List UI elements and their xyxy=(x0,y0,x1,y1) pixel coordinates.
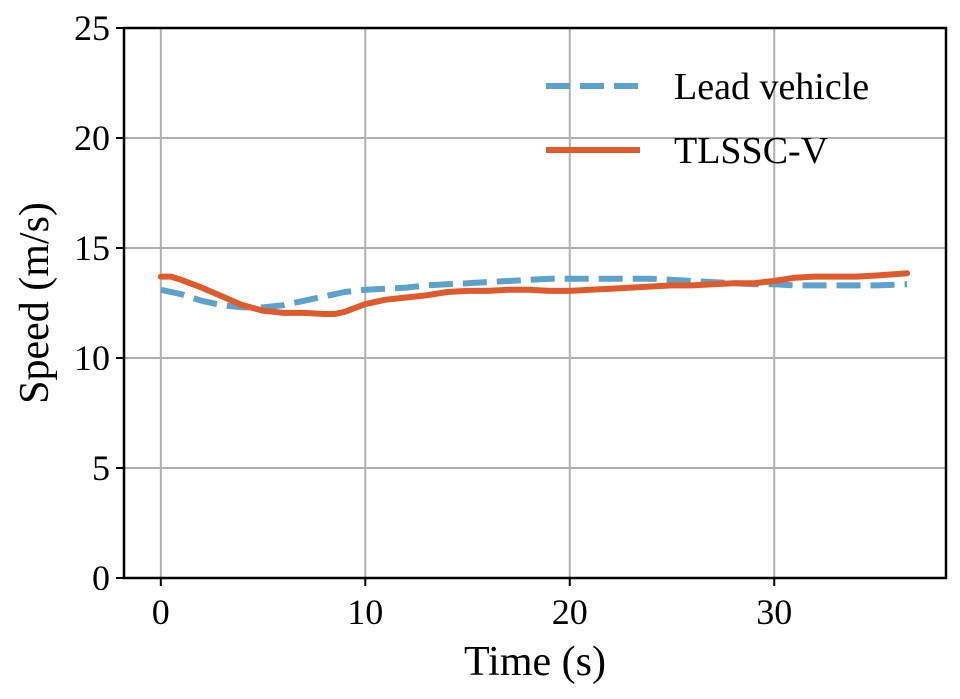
series-line-lead-vehicle xyxy=(160,275,908,311)
y-tick-label: 15 xyxy=(74,228,110,268)
x-axis-label: Time (s) xyxy=(464,639,606,685)
x-tick-label: 10 xyxy=(347,592,383,632)
x-tick-label: 30 xyxy=(756,592,792,632)
series-lines xyxy=(157,270,911,317)
tick-marks xyxy=(116,27,776,586)
legend: Lead vehicle TLSSC-V xyxy=(546,66,869,172)
plot-frame xyxy=(122,26,948,580)
y-tick-label: 25 xyxy=(74,8,110,48)
y-axis-label: Speed (m/s) xyxy=(12,202,58,404)
series-line-tlssc-v xyxy=(157,270,911,317)
x-tick-label: 0 xyxy=(152,592,170,632)
y-tick-labels: 0 5 10 15 20 25 xyxy=(74,8,110,598)
legend-label-tlssc-v: TLSSC-V xyxy=(674,130,829,172)
y-tick-label: 0 xyxy=(92,558,110,598)
legend-label-lead-vehicle: Lead vehicle xyxy=(674,66,869,108)
y-tick-label: 5 xyxy=(92,448,110,488)
y-tick-label: 10 xyxy=(74,338,110,378)
grid xyxy=(124,27,946,579)
x-tick-label: 20 xyxy=(552,592,588,632)
y-tick-label: 20 xyxy=(74,118,110,158)
x-tick-labels: 0 10 20 30 xyxy=(152,592,792,632)
